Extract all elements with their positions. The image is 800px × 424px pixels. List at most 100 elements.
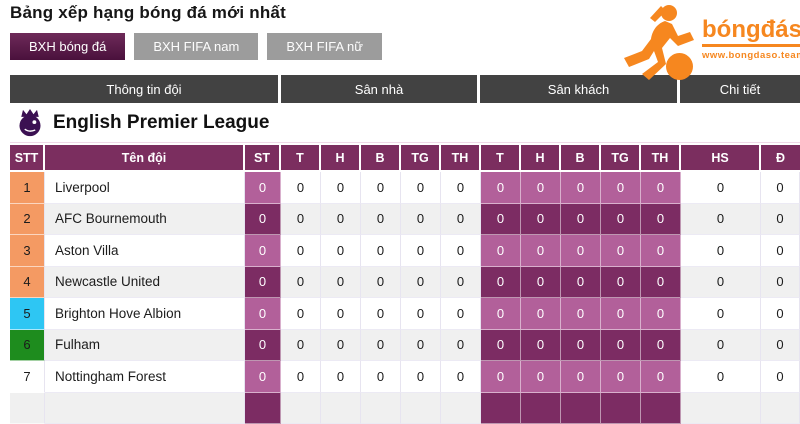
stat-cell: 0 — [641, 298, 681, 330]
stat-cell: 0 — [761, 267, 800, 299]
stat-cell — [481, 393, 521, 424]
tab-bxh-bong-da[interactable]: BXH bóng đá — [10, 33, 125, 60]
stat-cell: 0 — [441, 330, 481, 362]
stat-cell: 0 — [601, 298, 641, 330]
col-header-home-tg: TG — [401, 143, 441, 172]
stat-cell: 0 — [521, 330, 561, 362]
stat-cell: 0 — [641, 267, 681, 299]
stat-cell: 0 — [361, 330, 401, 362]
stat-cell: 0 — [401, 235, 441, 267]
league-header: English Premier League — [10, 103, 800, 143]
tab-bxh-fifa-nam[interactable]: BXH FIFA nam — [134, 33, 258, 60]
stat-cell: 0 — [481, 172, 521, 204]
position-cell: 2 — [10, 204, 45, 236]
position-cell: 1 — [10, 172, 45, 204]
col-header-away-h: H — [521, 143, 561, 172]
stat-cell: 0 — [441, 267, 481, 299]
stat-cell: 0 — [441, 204, 481, 236]
stat-cell: 0 — [245, 330, 281, 362]
stat-cell: 0 — [441, 298, 481, 330]
stat-cell — [361, 393, 401, 424]
stat-cell: 0 — [641, 361, 681, 393]
stat-cell: 0 — [481, 235, 521, 267]
stat-cell: 0 — [561, 361, 601, 393]
stat-cell: 0 — [361, 267, 401, 299]
stat-cell: 0 — [681, 204, 761, 236]
stat-cell: 0 — [761, 172, 800, 204]
stat-cell: 0 — [401, 172, 441, 204]
stat-cell: 0 — [641, 235, 681, 267]
stat-cell: 0 — [641, 172, 681, 204]
col-header-ten-doi: Tên đội — [45, 143, 245, 172]
stat-cell — [601, 393, 641, 424]
stat-cell — [441, 393, 481, 424]
stat-cell: 0 — [245, 361, 281, 393]
stat-cell: 0 — [401, 361, 441, 393]
col-header-home-b: B — [361, 143, 401, 172]
stat-cell: 0 — [561, 298, 601, 330]
team-name-cell: Aston Villa — [45, 235, 245, 267]
stat-cell: 0 — [601, 267, 641, 299]
col-header-away-th: TH — [641, 143, 681, 172]
stat-cell: 0 — [521, 172, 561, 204]
stat-cell: 0 — [245, 172, 281, 204]
stat-cell: 0 — [561, 172, 601, 204]
stat-cell: 0 — [561, 204, 601, 236]
col-header-hs: HS — [681, 143, 761, 172]
stat-cell: 0 — [761, 330, 800, 362]
stat-cell: 0 — [281, 172, 321, 204]
col-header-away-b: B — [561, 143, 601, 172]
stat-cell — [245, 393, 281, 424]
position-cell: 3 — [10, 235, 45, 267]
team-name-cell — [45, 393, 245, 424]
stat-cell — [401, 393, 441, 424]
stat-cell: 0 — [561, 235, 601, 267]
position-cell: 4 — [10, 267, 45, 299]
stat-cell — [761, 393, 800, 424]
stat-cell: 0 — [521, 235, 561, 267]
team-name-cell: Nottingham Forest — [45, 361, 245, 393]
team-name-cell: Liverpool — [45, 172, 245, 204]
stat-cell: 0 — [321, 235, 361, 267]
stat-cell: 0 — [481, 298, 521, 330]
stat-cell: 0 — [481, 204, 521, 236]
stat-cell — [521, 393, 561, 424]
stat-cell: 0 — [601, 204, 641, 236]
stat-cell: 0 — [441, 172, 481, 204]
bongdaso-logo[interactable]: bóngđásố www.bongdaso.team — [606, 2, 800, 84]
stat-cell — [641, 393, 681, 424]
stat-cell: 0 — [681, 330, 761, 362]
stat-cell: 0 — [321, 361, 361, 393]
stat-cell: 0 — [521, 298, 561, 330]
table-row — [10, 393, 800, 424]
stat-cell: 0 — [281, 267, 321, 299]
column-header-row: STT Tên đội ST T H B TG TH T H B TG TH H… — [10, 143, 800, 172]
stat-cell: 0 — [481, 330, 521, 362]
tab-bxh-fifa-nu[interactable]: BXH FIFA nữ — [267, 33, 382, 60]
col-header-d: Đ — [761, 143, 800, 172]
stat-cell: 0 — [521, 267, 561, 299]
stat-cell: 0 — [681, 361, 761, 393]
brand-name: bóngđásố — [702, 18, 800, 47]
stat-cell: 0 — [321, 330, 361, 362]
stat-cell: 0 — [281, 298, 321, 330]
stat-cell: 0 — [761, 235, 800, 267]
team-name-cell: Fulham — [45, 330, 245, 362]
stat-cell: 0 — [641, 204, 681, 236]
page-title: Bảng xếp hạng bóng đá mới nhất — [10, 3, 286, 23]
stat-cell: 0 — [681, 298, 761, 330]
stat-cell: 0 — [321, 204, 361, 236]
premier-league-lion-icon — [16, 108, 44, 138]
group-home: Sân nhà — [281, 75, 480, 103]
stat-cell: 0 — [401, 204, 441, 236]
stat-cell: 0 — [481, 267, 521, 299]
team-name-cell: AFC Bournemouth — [45, 204, 245, 236]
stat-cell: 0 — [245, 235, 281, 267]
